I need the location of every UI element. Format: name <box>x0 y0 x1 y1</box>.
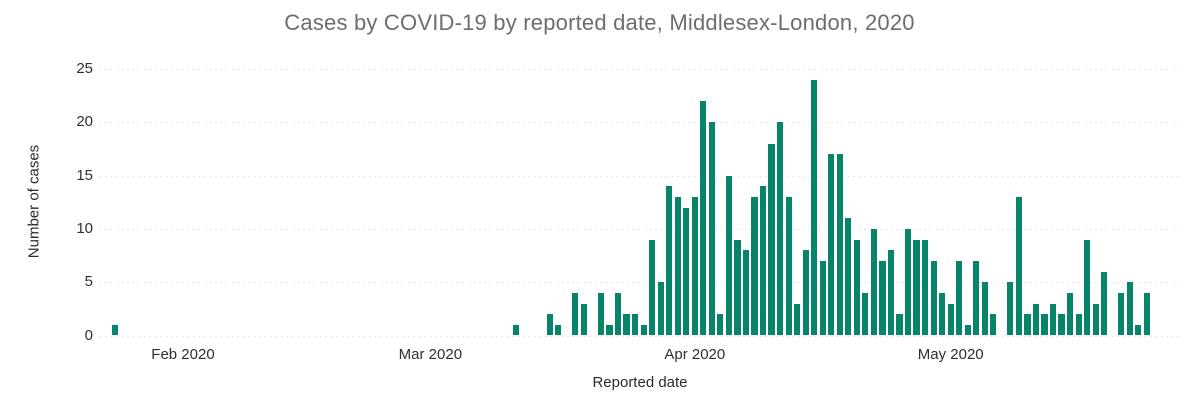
y-tick-label: 10 <box>76 219 93 237</box>
chart-title: Cases by COVID-19 by reported date, Midd… <box>284 10 915 35</box>
bar[interactable] <box>1024 314 1031 336</box>
bar[interactable] <box>649 239 656 336</box>
bar[interactable] <box>1101 271 1108 336</box>
bar[interactable] <box>973 260 980 336</box>
bar[interactable] <box>913 239 920 336</box>
bar[interactable] <box>964 324 971 336</box>
bar[interactable] <box>597 292 605 336</box>
bar[interactable] <box>700 100 707 336</box>
x-axis-title: Reported date <box>592 374 688 391</box>
gridline <box>100 228 1180 230</box>
gridline <box>100 282 1180 284</box>
x-tick-label: Apr 2020 <box>664 346 726 363</box>
bar[interactable] <box>785 196 792 336</box>
bar[interactable] <box>802 250 809 336</box>
y-tick-label: 15 <box>76 166 93 184</box>
bar[interactable] <box>990 314 997 336</box>
bar[interactable] <box>512 324 519 336</box>
bar[interactable] <box>1058 314 1065 336</box>
bar[interactable] <box>606 324 613 336</box>
bar[interactable] <box>981 282 988 336</box>
bar[interactable] <box>614 292 622 336</box>
bar[interactable] <box>1075 314 1082 336</box>
bar[interactable] <box>777 122 784 336</box>
bar[interactable] <box>904 228 912 336</box>
bar[interactable] <box>836 154 843 336</box>
bar[interactable] <box>794 303 801 336</box>
bar[interactable] <box>1032 303 1040 336</box>
bar[interactable] <box>1041 314 1048 336</box>
bar[interactable] <box>623 314 630 336</box>
bar[interactable] <box>708 122 715 336</box>
bar[interactable] <box>1007 282 1014 336</box>
bar[interactable] <box>1135 324 1142 336</box>
bar[interactable] <box>1126 282 1133 336</box>
bar[interactable] <box>555 324 562 336</box>
bar[interactable] <box>896 314 903 336</box>
bar[interactable] <box>631 314 639 336</box>
gridline <box>100 335 1180 337</box>
bar[interactable] <box>887 250 895 336</box>
gridline <box>100 175 1180 177</box>
bar[interactable] <box>939 292 946 336</box>
x-tick-label: Mar 2020 <box>398 346 463 363</box>
bar[interactable] <box>879 260 886 336</box>
gridline <box>100 122 1180 124</box>
y-tick-label: 25 <box>76 60 93 77</box>
bar[interactable] <box>546 314 553 336</box>
bar[interactable] <box>640 324 647 336</box>
bar[interactable] <box>674 196 681 336</box>
bar[interactable] <box>580 303 587 336</box>
bar[interactable] <box>853 239 860 336</box>
bar[interactable] <box>1067 292 1074 336</box>
bar[interactable] <box>572 292 579 336</box>
bar[interactable] <box>811 79 818 336</box>
bar[interactable] <box>1084 239 1091 336</box>
bar[interactable] <box>819 260 826 336</box>
bar[interactable] <box>1015 196 1023 336</box>
bar[interactable] <box>1118 292 1125 336</box>
bar[interactable] <box>768 143 775 336</box>
bar[interactable] <box>947 303 954 336</box>
bar[interactable] <box>111 324 118 336</box>
bar[interactable] <box>666 186 673 336</box>
y-axis-title: Number of cases <box>25 144 43 259</box>
x-tick-label: May 2020 <box>917 346 984 363</box>
x-tick-label: Feb 2020 <box>151 346 215 363</box>
bar[interactable] <box>922 239 929 336</box>
gridline <box>100 69 1180 70</box>
bar[interactable] <box>759 186 767 336</box>
y-tick-label: 0 <box>84 326 93 344</box>
bar[interactable] <box>828 154 835 336</box>
bar[interactable] <box>683 207 690 336</box>
y-tick-label: 5 <box>84 273 93 291</box>
bar[interactable] <box>1092 303 1099 336</box>
bar[interactable] <box>870 228 878 336</box>
bar[interactable] <box>751 196 758 336</box>
bar[interactable] <box>691 196 698 336</box>
y-tick-label: 20 <box>76 113 93 131</box>
bar[interactable] <box>725 175 732 336</box>
bar[interactable] <box>742 250 750 336</box>
bar[interactable] <box>956 260 963 336</box>
bar[interactable] <box>734 239 741 336</box>
bar[interactable] <box>845 218 852 336</box>
bar[interactable] <box>1049 303 1057 336</box>
bar[interactable] <box>657 282 664 336</box>
bar[interactable] <box>717 314 724 336</box>
bar[interactable] <box>930 260 937 336</box>
bar[interactable] <box>1143 292 1150 336</box>
bar[interactable] <box>862 292 869 336</box>
